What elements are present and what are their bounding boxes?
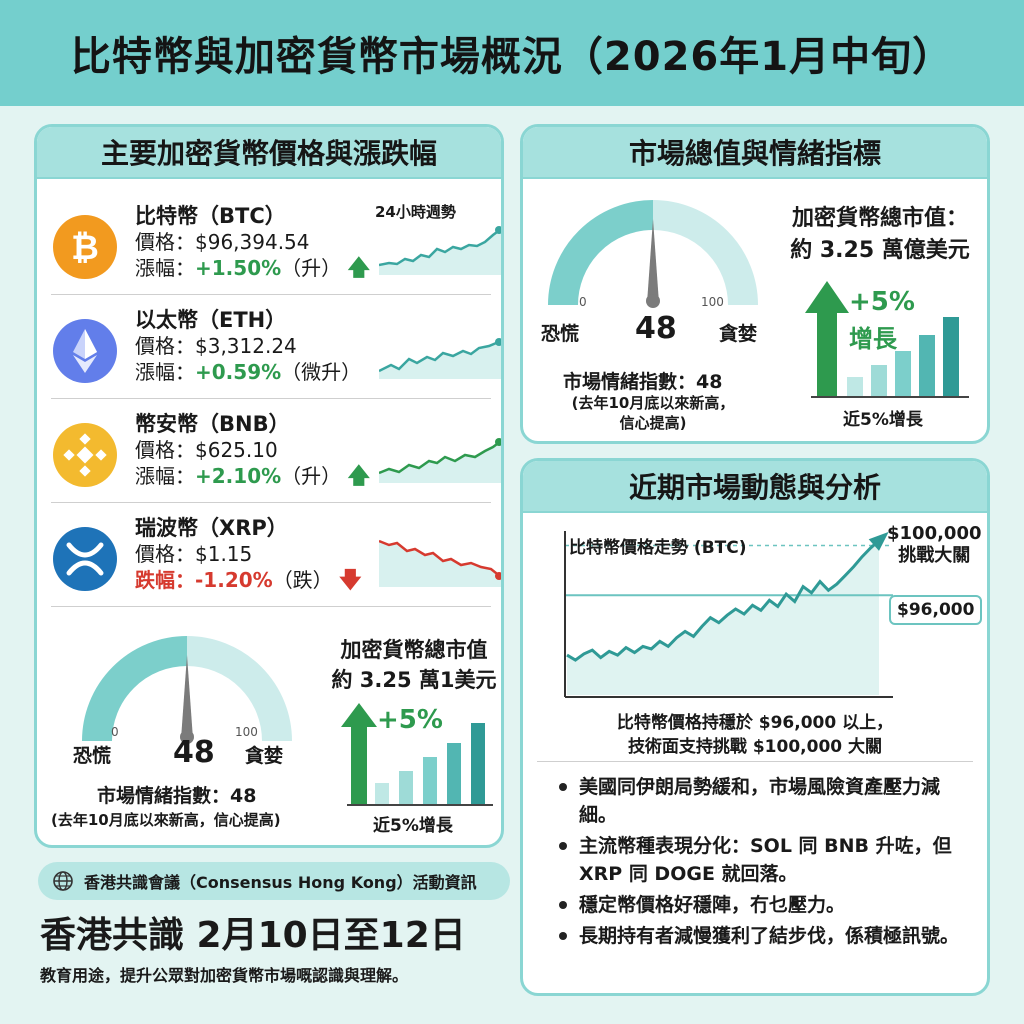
- gauge-fear-label: 恐慌: [541, 323, 580, 345]
- gauge-value: 48: [173, 735, 215, 770]
- coin-row-xrp: 瑞波幣（XRP） 價格：$1.15 跌幅：-1.20%（跌） 🡇: [51, 503, 501, 607]
- event-headline: 香港共識 2月10日至12日: [40, 915, 466, 956]
- sentiment-panel: 市場總值與情緒指標 0 100 恐慌 48 貪婪 市場情緒指數：48 (去年10…: [520, 124, 990, 444]
- down-arrow-icon: 🡇: [339, 568, 362, 593]
- market-cap-line1: 加密貨幣總市值：: [791, 206, 968, 231]
- bnb-icon: [53, 423, 117, 487]
- growth-caption: 近5%增長: [373, 816, 453, 836]
- gauge-min: 0: [579, 295, 587, 309]
- sparkline-btc: [379, 226, 501, 275]
- gauge-note: (去年10月底以來新高，信心提高): [51, 811, 281, 829]
- list-item: 主流幣種表現分化：SOL 同 BNB 升咗，但 XRP 同 DOGE 就回落。: [557, 832, 975, 888]
- sparkline-eth: [379, 338, 501, 379]
- xrp-icon: [53, 527, 117, 591]
- change-value: +1.50%: [195, 256, 282, 280]
- chart-caption1: 比特幣價格持穩於 $96,000 以上，: [616, 713, 894, 733]
- sentiment-panel-heading: 市場總值與情緒指標: [523, 127, 987, 179]
- growth-arrow-icon: [341, 703, 377, 805]
- news-panel-heading: 近期市場動態與分析: [523, 461, 987, 513]
- sentiment-gauge: [548, 200, 758, 308]
- change-label: 跌幅：: [135, 568, 195, 592]
- gauge-greed-label: 貪婪: [719, 323, 758, 345]
- bitcoin-icon: ₿: [53, 215, 117, 279]
- trend-word: （升）: [281, 464, 342, 488]
- gauge-note2: 信心提高): [619, 414, 687, 432]
- page-title: 比特幣與加密貨幣市場概況（2026年1月中旬）: [70, 34, 954, 80]
- coin-name: 瑞波幣（XRP）: [135, 516, 288, 540]
- prices-panel-heading: 主要加密貨幣價格與漲跌幅: [37, 127, 501, 179]
- prices-panel: 主要加密貨幣價格與漲跌幅 24小時週勢 ₿ 比特幣（BTC） 價格：$96,39…: [34, 124, 504, 848]
- coin-row-bnb: 幣安幣（BNB） 價格：$625.10 漲幅：+2.10%（升） 🡅: [51, 399, 501, 503]
- change-label: 漲幅：: [135, 256, 195, 280]
- trend-word: （跌）: [272, 568, 333, 592]
- sentiment-gauge: [82, 636, 292, 744]
- ethereum-icon: [53, 319, 117, 383]
- coin-row-eth: 以太幣（ETH） 價格：$3,312.24 漲幅：+0.59%（微升）: [51, 295, 501, 399]
- gauge-needle: [181, 655, 193, 739]
- sparkline-xrp: [379, 539, 501, 587]
- event-pill: 香港共識會議（Consensus Hong Kong）活動資訊: [38, 862, 510, 900]
- coin-name: 以太幣（ETH）: [135, 308, 287, 332]
- growth-word: 增長: [849, 325, 897, 353]
- btc-price-line: [566, 539, 880, 662]
- event-pill-text: 香港共識會議（Consensus Hong Kong）活動資訊: [84, 873, 477, 892]
- coin-price: 價格：$1.15: [135, 542, 253, 566]
- market-cap-line2: 約 3.25 萬1美元: [331, 668, 497, 692]
- growth-arrow-icon: [805, 281, 849, 397]
- market-cap-line1: 加密貨幣總市值: [340, 638, 488, 662]
- growth-value: +5%: [377, 705, 443, 735]
- gauge-greed-label: 貪婪: [245, 745, 284, 767]
- coin-price: 價格：$3,312.24: [135, 334, 297, 358]
- market-cap-bars: [805, 281, 969, 398]
- coin-price: 價格：$625.10: [135, 438, 278, 462]
- ref-96000-label: $96,000: [889, 595, 983, 625]
- trend-word: （升）: [281, 256, 342, 280]
- ref-100000-sub: 挑戰大關: [898, 545, 971, 566]
- coin-name: 幣安幣（BNB）: [135, 412, 290, 436]
- list-item: 穩定幣價格好穩陣，冇乜壓力。: [557, 891, 975, 919]
- list-item: 美國同伊朗局勢緩和，市場風險資產壓力減細。: [557, 773, 975, 829]
- chart-title: 比特幣價格走勢 (BTC): [569, 538, 747, 558]
- growth-caption: 近5%增長: [843, 410, 923, 430]
- svg-text:₿: ₿: [71, 228, 99, 268]
- change-value: -1.20%: [195, 568, 273, 592]
- market-cap-bars: [341, 703, 493, 806]
- gauge-needle: [647, 219, 659, 303]
- divider: [537, 761, 973, 762]
- up-arrow-icon: 🡅: [347, 464, 371, 489]
- growth-value: +5%: [849, 287, 915, 317]
- market-cap-line2: 約 3.25 萬億美元: [790, 238, 970, 263]
- globe-icon: [53, 871, 73, 891]
- change-label: 漲幅：: [135, 360, 195, 384]
- gauge-note1: (去年10月底以來新高，: [571, 394, 735, 412]
- sparkline-bnb: [379, 438, 501, 483]
- chart-caption2: 技術面支持挑戰 $100,000 大關: [627, 737, 883, 757]
- ref-100000-label: $100,000: [887, 523, 982, 544]
- trend-word: （微升）: [281, 360, 362, 384]
- change-value: +2.10%: [195, 464, 282, 488]
- coin-name: 比特幣（BTC）: [135, 204, 286, 228]
- gauge-fear-label: 恐慌: [73, 745, 112, 767]
- up-arrow-icon: 🡅: [347, 256, 371, 281]
- news-panel: 近期市場動態與分析 比特幣價格走勢 (BTC) $100,000 挑戰大關 $9…: [520, 458, 990, 996]
- gauge-max: 100: [235, 725, 258, 739]
- gauge-value: 48: [635, 311, 677, 346]
- btc-price-chart: [564, 531, 893, 698]
- btc-area: [567, 540, 879, 695]
- gauge-min: 0: [111, 725, 119, 739]
- coin-row-btc: ₿ 比特幣（BTC） 價格：$96,394.54 漲幅：+1.50%（升） 🡅: [51, 191, 501, 295]
- news-bullets: 美國同伊朗局勢緩和，市場風險資產壓力減細。 主流幣種表現分化：SOL 同 BNB…: [557, 773, 975, 953]
- gauge-caption: 市場情緒指數：48: [563, 371, 723, 393]
- title-bar: 比特幣與加密貨幣市場概況（2026年1月中旬）: [0, 0, 1024, 106]
- change-value: +0.59%: [195, 360, 282, 384]
- coin-price: 價格：$96,394.54: [135, 230, 310, 254]
- list-item: 長期持有者減慢獲利了結步伐，係積極訊號。: [557, 922, 975, 950]
- event-note: 教育用途，提升公眾對加密貨幣市場嘅認識與理解。: [40, 966, 409, 985]
- change-label: 漲幅：: [135, 464, 195, 488]
- gauge-caption: 市場情緒指數：48: [97, 785, 257, 807]
- trend-label: 24小時週勢: [375, 203, 456, 221]
- trend-arrow-icon: [868, 531, 889, 551]
- gauge-max: 100: [701, 295, 724, 309]
